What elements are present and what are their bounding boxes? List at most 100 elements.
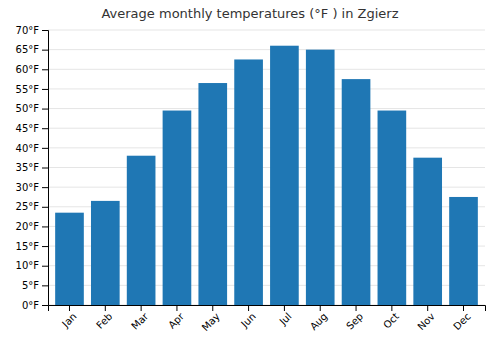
x-tick-mark <box>248 305 249 311</box>
grid-line <box>48 49 485 50</box>
bar <box>91 201 120 305</box>
y-tick-mark <box>42 168 48 169</box>
y-tick: 60°F <box>16 64 48 75</box>
y-tick-mark <box>42 89 48 90</box>
y-tick: 45°F <box>16 123 48 134</box>
y-tick-mark <box>42 69 48 70</box>
y-tick: 25°F <box>16 201 48 212</box>
y-tick: 50°F <box>16 103 48 114</box>
x-tick: Jun <box>238 305 258 330</box>
x-tick-mark <box>212 305 213 311</box>
y-tick-label: 15°F <box>16 241 40 252</box>
x-tick-label: Sep <box>344 311 365 332</box>
y-tick-mark <box>42 148 48 149</box>
bar <box>55 213 84 305</box>
x-tick-label: Aug <box>308 311 330 333</box>
x-tick-mark <box>356 305 357 311</box>
grid-line <box>48 30 485 31</box>
y-tick-mark <box>42 30 48 31</box>
x-tick: Aug <box>308 305 330 332</box>
y-tick-label: 65°F <box>16 44 40 55</box>
y-tick-label: 20°F <box>16 221 40 232</box>
y-tick-label: 70°F <box>16 25 40 36</box>
bar <box>270 46 299 305</box>
x-tick-label: Jul <box>277 311 294 328</box>
x-tick-mark <box>427 305 428 311</box>
x-tick-label: Nov <box>415 311 437 333</box>
y-tick-label: 35°F <box>16 162 40 173</box>
bar <box>306 50 335 305</box>
x-tick-label: Oct <box>381 311 401 331</box>
y-tick: 35°F <box>16 162 48 173</box>
x-tick-label: Feb <box>94 311 114 331</box>
y-tick-mark <box>42 266 48 267</box>
x-tick: Nov <box>415 305 437 332</box>
title: Average monthly temperatures (°F ) in Zg… <box>101 6 398 21</box>
y-tick-mark <box>42 50 48 51</box>
y-axis-line <box>42 31 49 306</box>
bar <box>449 197 478 305</box>
chart: Average monthly temperatures (°F ) in Zg… <box>0 0 500 350</box>
x-tick-mark <box>463 305 464 311</box>
y-tick-label: 45°F <box>16 123 40 134</box>
grid-line <box>48 108 485 109</box>
bar <box>127 156 156 305</box>
bar <box>234 59 263 305</box>
y-tick-label: 10°F <box>16 260 40 271</box>
bar <box>163 111 192 305</box>
x-tick-label: Apr <box>166 310 187 331</box>
y-tick: 40°F <box>16 143 48 154</box>
grid <box>48 30 485 305</box>
y-tick-mark <box>42 246 48 247</box>
x-tick: Mar <box>129 305 151 332</box>
y-tick-label: 50°F <box>16 103 40 114</box>
x-axis: Jan Feb Mar Apr May Jun Jul Aug Sep Oct Nov Dec <box>49 305 486 333</box>
y-tick: 70°F <box>16 25 48 36</box>
x-tick-mark <box>69 305 70 311</box>
y-tick-label: 5°F <box>22 280 39 291</box>
x-tick-label: Jan <box>59 311 78 330</box>
grid-line <box>48 69 485 70</box>
y-tick-mark <box>42 207 48 208</box>
x-tick: Oct <box>381 305 401 331</box>
x-tick-label: Mar <box>129 310 151 332</box>
y-tick-mark <box>42 226 48 227</box>
y-tick: 5°F <box>22 280 48 291</box>
y-tick-mark <box>42 285 48 286</box>
bar <box>198 83 227 305</box>
y-tick-label: 60°F <box>16 64 40 75</box>
y-tick: 55°F <box>16 84 48 95</box>
y-tick-mark <box>42 187 48 188</box>
y-tick-label: 30°F <box>16 182 40 193</box>
y-tick: 30°F <box>16 182 48 193</box>
x-tick-mark <box>284 305 285 311</box>
y-axis: 0°F 5°F 10°F 15°F 20°F 25°F 30°F 35°F 40°F 45°F 50… <box>16 25 49 311</box>
y-tick-label: 55°F <box>16 84 40 95</box>
x-tick: Apr <box>166 305 187 331</box>
x-tick: Jul <box>277 305 294 328</box>
y-tick: 15°F <box>16 241 48 252</box>
x-tick-mark <box>141 305 142 311</box>
x-tick: May <box>200 305 222 333</box>
y-tick-mark <box>42 305 48 306</box>
y-tick-label: 25°F <box>16 201 40 212</box>
grid-line <box>48 88 485 89</box>
x-tick-label: May <box>200 311 222 333</box>
y-tick-mark <box>42 128 48 129</box>
grid-line <box>48 128 485 129</box>
x-tick: Feb <box>94 305 114 331</box>
y-tick: 0°F <box>22 300 48 311</box>
x-tick-label: Jun <box>238 311 258 331</box>
x-tick-label: Dec <box>451 311 472 332</box>
y-tick-label: 40°F <box>16 143 40 154</box>
y-tick: 65°F <box>16 44 48 55</box>
y-tick: 20°F <box>16 221 48 232</box>
y-tick-mark <box>42 109 48 110</box>
grid-line <box>48 147 485 148</box>
bars <box>55 46 478 305</box>
x-tick: Dec <box>451 305 472 332</box>
x-tick-mark <box>391 305 392 311</box>
y-tick-label: 0°F <box>22 300 39 311</box>
x-axis-line <box>49 306 486 312</box>
x-tick-mark <box>176 305 177 311</box>
